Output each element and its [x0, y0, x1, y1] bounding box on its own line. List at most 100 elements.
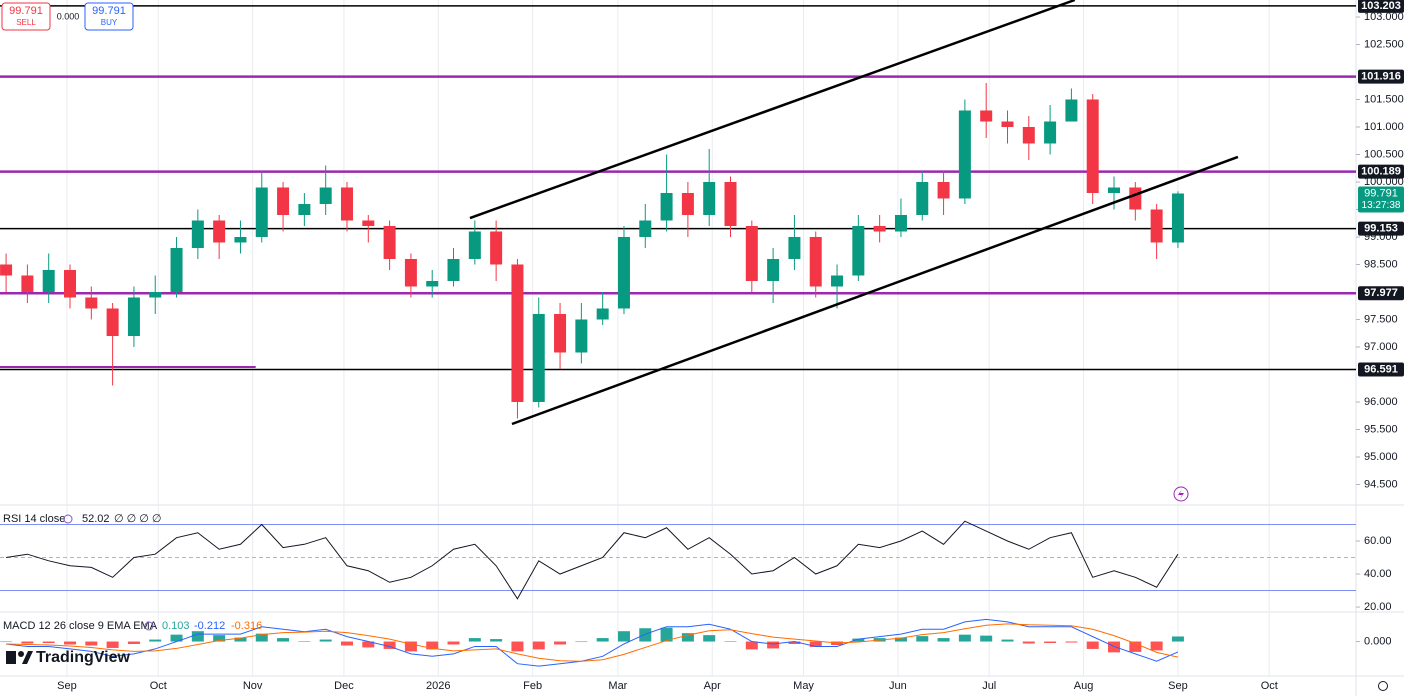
candle-body [1044, 121, 1057, 144]
y-tick-label: 100.000 [1364, 176, 1404, 188]
macd-histogram-bar [149, 639, 162, 642]
y-tick-label: 102.500 [1364, 38, 1404, 50]
event-icon[interactable] [1173, 486, 1189, 502]
x-tick-label: Oct [1261, 680, 1278, 692]
y-tick-label: 101.500 [1364, 93, 1404, 105]
candle-body [596, 308, 609, 320]
candle-body [639, 220, 652, 237]
candle-body [85, 297, 98, 309]
visibility-icon[interactable] [144, 621, 154, 631]
macd-histogram-bar [213, 635, 226, 642]
y-tick-label: 60.00 [1364, 535, 1392, 547]
macd-histogram-bar [852, 638, 865, 642]
candle-body [362, 220, 375, 226]
macd-histogram-bar [468, 638, 481, 642]
countdown: 13:27:38 [1362, 200, 1401, 211]
macd-histogram-bar [1171, 636, 1184, 642]
y-tick-label: 94.500 [1364, 478, 1398, 490]
x-tick-label: Oct [150, 680, 167, 692]
macd-histogram-bar [958, 634, 971, 642]
candle-body [468, 231, 481, 259]
candle-body [213, 220, 226, 243]
candle-body [404, 258, 417, 287]
candle-body [703, 181, 716, 215]
macd-histogram-bar [362, 641, 375, 648]
buy-label: BUY [101, 18, 118, 27]
candle-body [383, 225, 396, 259]
candle-body [1022, 126, 1035, 144]
macd-histogram-bar [1129, 641, 1142, 652]
trend-line [469, 0, 1076, 220]
candle-body [0, 264, 13, 276]
event-icon [1178, 489, 1184, 499]
macd-histogram-bar [916, 636, 929, 642]
candle-body [127, 297, 140, 336]
candle-body [575, 319, 588, 353]
settings-icon[interactable] [1378, 681, 1388, 691]
sell-price: 99.791 [9, 5, 43, 17]
macd-histogram-bar [383, 641, 396, 649]
candle-body [1001, 121, 1014, 127]
indicator-value: 52.02 [82, 513, 110, 525]
sell-button[interactable] [1, 2, 51, 31]
candle-body [1108, 187, 1121, 193]
logo: TradingView [6, 649, 131, 666]
x-tick-label: Dec [334, 680, 354, 692]
x-tick-label: May [793, 680, 814, 692]
last-price: 99.791 [1364, 187, 1398, 199]
candle-body [1086, 99, 1099, 193]
level-label: 97.977 [1364, 287, 1398, 299]
logo-icon [22, 651, 33, 664]
candle-body [1150, 209, 1163, 243]
candle-body [106, 308, 119, 336]
logo-icon [18, 651, 24, 657]
sell-label: SELL [16, 18, 36, 27]
macd-histogram-bar [447, 641, 460, 645]
indicator-flags: ∅ ∅ ∅ ∅ [114, 513, 162, 525]
candle-body [809, 236, 822, 287]
macd-histogram-bar [191, 631, 204, 642]
macd-histogram-bar [0, 641, 13, 643]
level-label-bg [1358, 286, 1404, 301]
y-tick-label: 40.00 [1364, 568, 1392, 580]
candle-body [64, 269, 77, 298]
brand: TradingView [36, 649, 131, 666]
buy-button[interactable] [84, 2, 134, 31]
candle-body [1129, 187, 1142, 210]
indicator-title: MACD 12 26 close 9 EMA EMA [3, 620, 158, 632]
level-label-bg [1358, 221, 1404, 236]
level-label: 103.203 [1361, 0, 1401, 12]
signal-value: -0.316 [231, 620, 262, 632]
macd-histogram-bar [490, 639, 503, 642]
macd-histogram-bar [234, 637, 247, 642]
candle-body [234, 236, 247, 243]
x-tick-label: Jun [889, 680, 907, 692]
candle-body [873, 225, 886, 232]
macd-histogram-bar [511, 641, 524, 652]
candle-body [426, 280, 439, 287]
toolbar: 99.791 SELL 0.000 99.791 BUY [1, 2, 134, 31]
macd-histogram-bar [724, 641, 737, 642]
candle-body [149, 291, 162, 298]
macd-histogram-bar [170, 634, 183, 642]
candle-body [894, 214, 907, 232]
level-label: 99.153 [1364, 222, 1398, 234]
candle-body [340, 187, 353, 221]
candle-body [319, 187, 332, 204]
macd-histogram-bar [1150, 641, 1163, 651]
macd-histogram-bar [809, 641, 822, 647]
macd-histogram-bar [42, 641, 55, 644]
macd-histogram-bar [426, 641, 439, 650]
macd-histogram-bar [1065, 641, 1078, 643]
x-tick-label: Aug [1074, 680, 1094, 692]
visibility-icon[interactable] [63, 514, 73, 524]
level-label-bg [1358, 69, 1404, 84]
macd-histogram-bar [106, 641, 119, 648]
macd-histogram-bar [980, 635, 993, 642]
candle-body [980, 110, 993, 122]
candle-body [724, 181, 737, 226]
